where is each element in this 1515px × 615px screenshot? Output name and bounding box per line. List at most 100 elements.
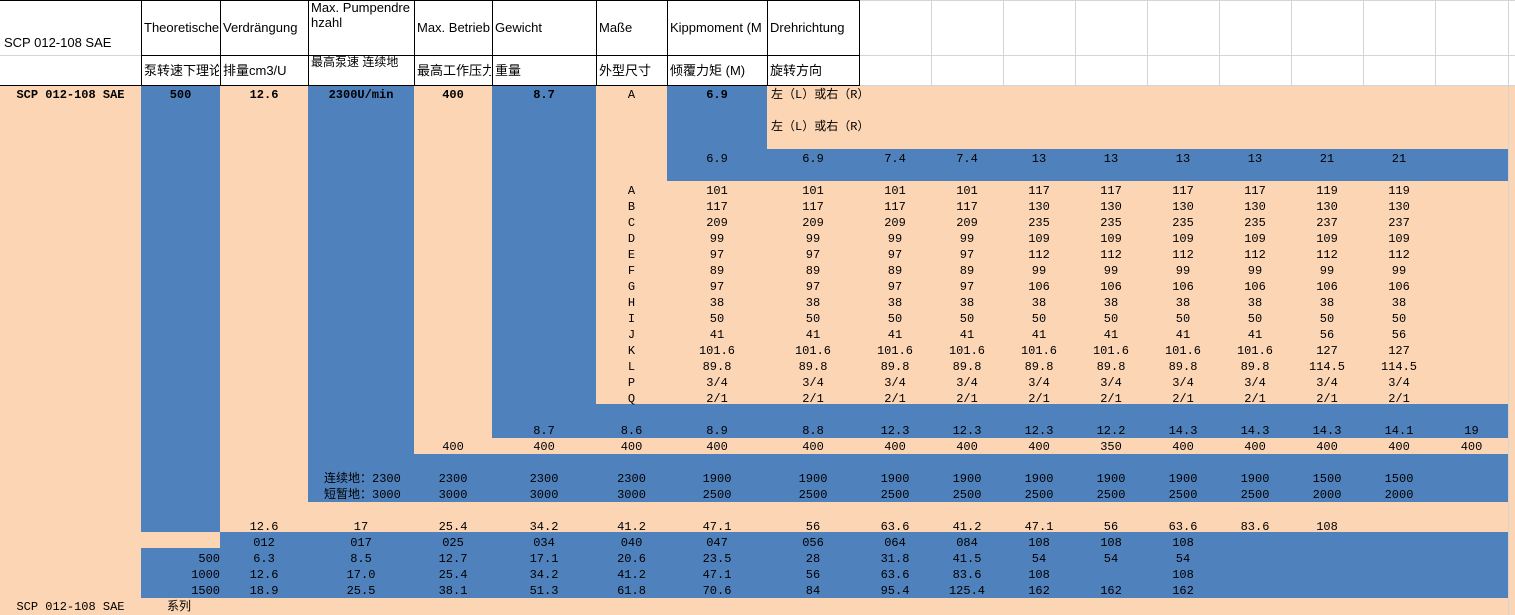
flow-cell[interactable]: 54 [1175,552,1191,566]
dim-cell[interactable]: 50 [1031,312,1047,326]
dim-cell[interactable]: 101.6 [1020,344,1057,358]
dim-cell[interactable]: 130 [1100,200,1122,214]
dim-cell[interactable]: 130 [1244,200,1266,214]
pressure-cell[interactable]: 350 [1100,440,1122,454]
speed-cont-cell[interactable]: 1900 [702,472,732,486]
pressure-cell[interactable]: 400 [442,440,464,454]
dim-letter[interactable]: Q [627,392,636,406]
dim-cell[interactable]: 99 [1319,264,1335,278]
speed-cont-cell[interactable]: 2300 [438,472,468,486]
header-cn-drehrichtung[interactable]: 旋转方向 [770,63,823,78]
dim-letter[interactable]: I [627,312,636,326]
dim-cell[interactable]: 101 [706,184,728,198]
row1-betrieb[interactable]: 400 [442,88,464,102]
dim-cell[interactable]: 114.5 [1308,360,1345,374]
dim-cell[interactable]: 235 [1100,216,1122,230]
header-kippmoment[interactable]: Kippmoment (M [670,20,762,35]
flow-cell[interactable]: 108 [1172,568,1194,582]
dim-cell[interactable]: 209 [956,216,978,230]
speed-cont-cell[interactable]: 1500 [1312,472,1342,486]
weight-cell[interactable]: 12.3 [1024,424,1054,438]
dim-cell[interactable]: 50 [959,312,975,326]
dim-cell[interactable]: 112 [1172,248,1194,262]
speed-short-cell[interactable]: 2500 [880,488,910,502]
flow-cell[interactable]: 6.3 [253,552,275,566]
size-code-cell[interactable]: 108 [1172,536,1194,550]
dim-cell[interactable]: 3/4 [956,376,978,390]
dim-cell[interactable]: 130 [1388,200,1410,214]
flow-cell[interactable]: 83.6 [952,568,982,582]
dim-cell[interactable]: 41 [1247,328,1263,342]
size-code-cell[interactable]: 040 [620,536,643,550]
dim-cell[interactable]: 112 [1388,248,1410,262]
flow-cell[interactable]: 41.2 [617,568,646,582]
header-cn-masse[interactable]: 外型尺寸 [599,63,652,78]
disp-cell[interactable]: 63.6 [880,520,910,534]
dim-cell[interactable]: 89.8 [798,360,828,374]
dim-cell[interactable]: 112 [1244,248,1266,262]
flow-cell[interactable]: 25.4 [438,568,468,582]
dim-cell[interactable]: 117 [1244,184,1266,198]
dim-cell[interactable]: 109 [1172,232,1194,246]
dim-cell[interactable]: 117 [1100,184,1122,198]
dim-cell[interactable]: 41 [709,328,725,342]
size-code-cell[interactable]: 084 [956,536,978,550]
row1-masse[interactable]: A [627,88,636,102]
weight-cell[interactable]: 14.1 [1384,424,1414,438]
header-gewicht[interactable]: Gewicht [495,20,542,35]
dim-letter[interactable]: K [627,344,636,358]
dim-cell[interactable]: 101.6 [1236,344,1273,358]
speed-short-cell[interactable]: 2000 [1312,488,1342,502]
header-cn-betrieb[interactable]: 最高工作压力 [417,63,491,78]
size-code-cell[interactable]: 012 [253,536,275,550]
flow-cell[interactable]: 31.8 [880,552,910,566]
dim-cell[interactable]: 38 [1391,296,1407,310]
dim-cell[interactable]: 56 [1391,328,1407,342]
speed-short-cell[interactable]: 3000 [438,488,468,502]
dim-cell[interactable]: 109 [1316,232,1338,246]
kipp-cell[interactable]: 6.9 [802,152,824,166]
dim-cell[interactable]: 99 [805,232,821,246]
header-cn-gewicht[interactable]: 重量 [495,63,522,78]
speed-cont-cell[interactable]: 1900 [1096,472,1126,486]
flow-speed-cell[interactable]: 1000 [191,568,220,582]
flow-cell[interactable]: 63.6 [880,568,910,582]
header-cn-theoretische[interactable]: 泵转速下理论 [144,63,219,78]
size-code-cell[interactable]: 017 [350,536,372,550]
dim-cell[interactable]: 38 [1319,296,1335,310]
dim-letter[interactable]: C [627,216,636,230]
dim-cell[interactable]: 117 [802,200,824,214]
dim-cell[interactable]: 2/1 [1388,392,1410,406]
flow-cell[interactable]: 70.6 [702,584,732,598]
disp-cell[interactable]: 83.6 [1240,520,1270,534]
dim-cell[interactable]: 209 [884,216,906,230]
speed-short-cell[interactable]: 2500 [952,488,982,502]
header-betrieb[interactable]: Max. Betrieb [417,20,490,35]
flow-cell[interactable]: 108 [1028,568,1050,582]
dim-cell[interactable]: 2/1 [802,392,824,406]
speed-short-cell[interactable]: 3000 [617,488,646,502]
flow-cell[interactable]: 162 [1028,584,1050,598]
flow-cell[interactable]: 61.8 [617,584,646,598]
dim-cell[interactable]: 235 [1172,216,1194,230]
dim-cell[interactable]: 127 [1388,344,1410,358]
header-drehrichtung[interactable]: Drehrichtung [770,20,845,35]
flow-cell[interactable]: 17.1 [529,552,559,566]
weight-cell[interactable]: 8.9 [706,424,728,438]
dim-cell[interactable]: 41 [959,328,975,342]
pressure-cell[interactable]: 400 [1316,440,1338,454]
disp-cell[interactable]: 108 [1316,520,1338,534]
dim-cell[interactable]: 89.8 [880,360,910,374]
flow-cell[interactable]: 51.3 [529,584,559,598]
dim-cell[interactable]: 50 [709,312,725,326]
pressure-cell[interactable]: 400 [706,440,728,454]
dim-cell[interactable]: 2/1 [1244,392,1266,406]
flow-cell[interactable]: 162 [1172,584,1194,598]
speed-cont-cell[interactable]: 1900 [1240,472,1270,486]
size-code-cell[interactable]: 047 [706,536,728,550]
dim-cell[interactable]: 99 [887,232,903,246]
dim-cell[interactable]: 3/4 [1172,376,1194,390]
dim-cell[interactable]: 50 [1391,312,1407,326]
dim-letter[interactable]: J [627,328,636,342]
dim-cell[interactable]: 99 [1103,264,1119,278]
